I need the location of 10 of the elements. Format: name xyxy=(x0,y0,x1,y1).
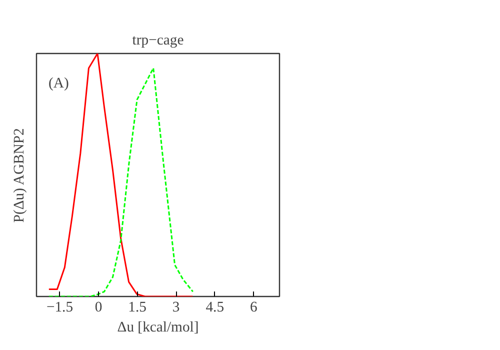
x-tick-label: 6 xyxy=(250,300,258,316)
x-tick-label: 4.5 xyxy=(206,300,224,316)
x-tick-label: −1.5 xyxy=(46,300,74,316)
x-tick-label: 3 xyxy=(172,300,180,316)
y-axis-title: P(Δu) AGBNP2 xyxy=(12,128,28,223)
x-axis-title: Δu [kcal/mol] xyxy=(117,320,199,336)
x-tick-label: 0 xyxy=(94,300,102,316)
annotation: (A) xyxy=(48,76,69,92)
chart-title: trp−cage xyxy=(132,32,184,48)
x-tick-label: 1.5 xyxy=(128,300,146,316)
